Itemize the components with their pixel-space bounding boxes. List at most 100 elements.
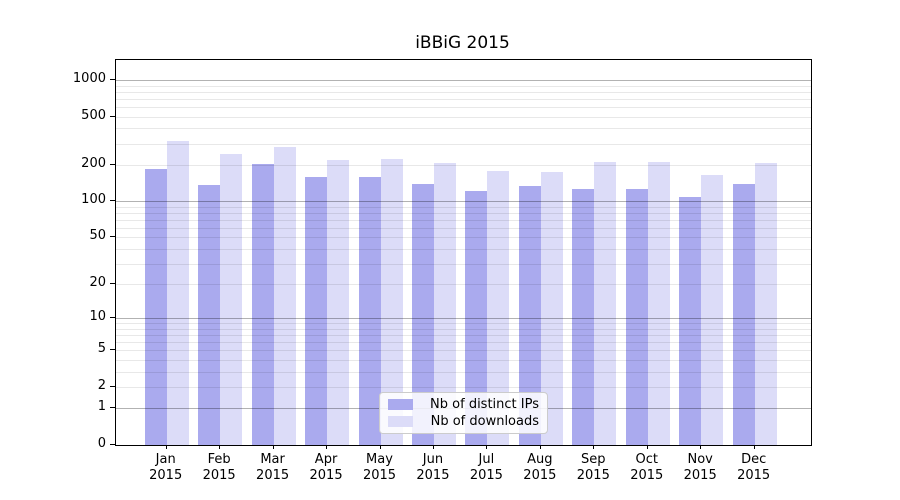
y-tick-mark [110,236,115,238]
minor-gridline [116,164,811,166]
legend-swatch-distinct-ips [388,399,413,410]
bar-distinct-ips [305,176,328,445]
minor-gridline [116,143,811,145]
minor-gridline [116,106,811,108]
y-tick-mark [110,163,115,165]
minor-gridline [116,360,811,361]
minor-gridline [116,237,811,239]
x-tick-mark [219,445,221,449]
bars-layer [116,60,811,445]
legend-item-distinct-ips: Nb of distinct IPs [388,397,539,413]
y-tick-label: 10 [89,309,106,325]
x-tick-mark [753,445,755,449]
minor-gridline [116,227,811,229]
minor-gridline [116,335,811,337]
bar-downloads [273,147,296,445]
x-tick-mark [486,445,488,449]
bar-downloads [220,154,243,445]
bar-distinct-ips [625,188,648,445]
y-tick-mark [110,349,115,351]
x-tick-label: Nov 2015 [683,452,717,483]
legend-item-downloads: Nb of downloads [388,414,539,430]
x-tick-label: Mar 2015 [256,452,290,483]
x-tick-label: Oct 2015 [630,452,664,483]
x-tick-mark [539,445,541,449]
minor-gridline [116,128,811,130]
y-tick-label: 5 [97,341,106,357]
y-tick-mark [110,407,115,409]
bar-distinct-ips [144,168,167,445]
bar-downloads [647,161,670,445]
bar-distinct-ips [358,176,381,445]
x-tick-label: Jun 2015 [416,452,450,483]
x-tick-mark [165,445,167,449]
y-tick-label: 0 [97,436,106,451]
bar-distinct-ips [251,164,274,445]
y-tick-mark [110,79,115,80]
y-tick-mark [110,200,115,202]
y-tick-label: 2 [97,377,106,393]
bar-downloads [166,141,189,445]
minor-gridline [116,263,811,265]
minor-gridline [116,85,811,87]
x-tick-label: Sep 2015 [576,452,610,483]
x-tick-label: Apr 2015 [309,452,343,483]
bar-distinct-ips [732,184,755,445]
x-tick-mark [432,445,434,449]
bar-downloads [701,174,724,445]
x-tick-label: Dec 2015 [737,452,771,483]
y-tick-mark [110,115,115,117]
legend-swatch-downloads [388,416,413,427]
x-tick-label: Jan 2015 [149,452,183,483]
minor-gridline [116,98,811,100]
x-tick-mark [700,445,702,449]
grid-layer [116,60,811,445]
x-tick-mark [593,445,595,449]
minor-gridline [116,116,811,118]
y-tick-label: 100 [81,192,106,208]
legend: Nb of distinct IPs Nb of downloads [379,392,548,434]
y-tick-mark [110,444,115,445]
x-tick-label: May 2015 [362,452,397,483]
minor-gridline [116,219,811,221]
major-gridline [116,318,811,320]
minor-gridline [116,206,811,208]
major-gridline [116,201,811,203]
minor-gridline [116,328,811,330]
y-tick-label: 500 [81,107,106,123]
bar-distinct-ips [679,197,702,445]
bar-downloads [594,162,617,445]
y-tick-label: 1000 [72,70,106,86]
minor-gridline [116,248,811,250]
minor-gridline [116,371,811,373]
minor-gridline [116,323,811,325]
y-tick-mark [110,283,115,285]
minor-gridline [116,387,811,388]
x-tick-mark [326,445,328,449]
minor-gridline [116,212,811,214]
bar-distinct-ips [572,189,595,445]
legend-label-downloads: Nb of downloads [430,414,539,429]
y-tick-label: 50 [89,228,106,244]
bar-distinct-ips [198,185,221,445]
chart-title: iBBiG 2015 [415,33,510,53]
minor-gridline [116,342,811,344]
x-tick-label: Jul 2015 [469,452,503,483]
minor-gridline [116,350,811,352]
minor-gridline [116,91,811,93]
major-gridline [116,80,811,81]
plot-area: Nb of distinct IPs Nb of downloads [115,59,812,446]
x-tick-mark [646,445,648,449]
x-tick-label: Feb 2015 [202,452,236,483]
y-tick-mark [110,317,115,319]
y-tick-label: 20 [89,275,106,291]
minor-gridline [116,284,811,286]
bar-downloads [754,162,777,445]
legend-label-distinct-ips: Nb of distinct IPs [430,397,539,412]
y-tick-mark [110,386,115,387]
x-tick-mark [379,445,381,449]
x-tick-mark [272,445,274,449]
y-tick-label: 200 [81,155,106,171]
x-tick-label: Aug 2015 [523,452,557,483]
